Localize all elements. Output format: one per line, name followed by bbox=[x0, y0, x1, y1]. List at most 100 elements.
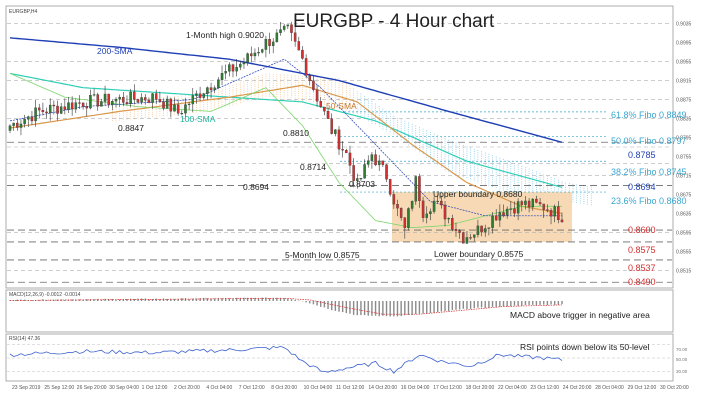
chart-title: EURGBP - 4 Hour chart bbox=[293, 11, 495, 32]
candle-body bbox=[557, 206, 560, 221]
candle-body bbox=[169, 98, 173, 112]
candle-body bbox=[345, 150, 348, 154]
candle-body bbox=[89, 95, 92, 109]
candle-body bbox=[140, 97, 143, 103]
candle-body bbox=[447, 218, 450, 220]
candle-body bbox=[246, 53, 249, 63]
candle-body bbox=[184, 104, 187, 114]
macd-signal-line bbox=[10, 297, 563, 315]
candle-body bbox=[70, 102, 74, 110]
candle-body bbox=[546, 209, 549, 211]
candle-body bbox=[67, 102, 70, 110]
candle-body bbox=[443, 204, 447, 220]
candle-body bbox=[250, 53, 253, 57]
candle-body bbox=[370, 154, 374, 161]
time-tick-label: 22 Oct 04:00 bbox=[498, 385, 527, 391]
candle-body bbox=[315, 89, 319, 102]
candle-body bbox=[147, 100, 151, 103]
candle-body bbox=[410, 201, 414, 209]
candle-body bbox=[48, 104, 52, 114]
price-tick-label: 0.8955 bbox=[676, 60, 692, 66]
candle-body bbox=[224, 71, 227, 74]
time-tick-label: 11 Oct 12:00 bbox=[336, 385, 364, 391]
candle-body bbox=[352, 165, 355, 181]
macd-header: MACD(12,26,9) -0.0012 -0.0014 bbox=[9, 292, 81, 298]
time-tick-label: 25 Sep 12:00 bbox=[44, 385, 74, 391]
candle-body bbox=[458, 230, 461, 233]
level-label-0-8490: 0.8490 bbox=[628, 277, 656, 287]
candle-body bbox=[304, 58, 308, 76]
time-tick-label: 30 Sep 04:00 bbox=[109, 385, 139, 391]
candle-body bbox=[323, 106, 326, 112]
candle-body bbox=[392, 194, 396, 205]
candle-body bbox=[195, 93, 198, 96]
candle-body bbox=[202, 93, 205, 98]
candle-body bbox=[363, 164, 366, 179]
candle-body bbox=[451, 218, 454, 230]
candle-body bbox=[436, 200, 439, 202]
candle-body bbox=[173, 104, 176, 112]
candle-body bbox=[264, 38, 268, 50]
level-label-0-8600: 0.8600 bbox=[628, 225, 656, 235]
candle-body bbox=[531, 198, 535, 208]
price-tick-label: 0.8555 bbox=[676, 249, 692, 255]
fibo-label-61-8: 61.8% Fibo 0.8849 bbox=[611, 110, 687, 120]
annotation-100-sma: 100-SMA bbox=[180, 114, 216, 124]
candle-body bbox=[425, 213, 428, 218]
rsi-tick-70: 70.00 bbox=[676, 347, 688, 352]
time-tick-label: 18 Oct 20:00 bbox=[466, 385, 495, 391]
time-tick-label: 10 Oct 04:00 bbox=[304, 385, 333, 391]
time-tick-label: 16 Oct 04:00 bbox=[401, 385, 430, 391]
candle-body bbox=[290, 24, 293, 33]
candle-body bbox=[319, 101, 322, 108]
annotation-month-high: 1-Month high 0.9020 bbox=[186, 30, 264, 40]
fibo-label-23-6: 23.6% Fibo 0.8680 bbox=[611, 196, 687, 206]
rsi-tick-30: 30.00 bbox=[676, 369, 688, 374]
annotation-0-8810: 0.8810 bbox=[283, 128, 309, 138]
annotation-macd: MACD above trigger in negative area bbox=[510, 310, 650, 320]
candle-body bbox=[414, 176, 418, 202]
rsi-panel-frame bbox=[5, 333, 674, 382]
candle-body bbox=[59, 106, 63, 114]
annotation-0-8694: 0.8694 bbox=[243, 182, 269, 192]
level-label-0-8537: 0.8537 bbox=[628, 263, 656, 273]
candle-body bbox=[542, 203, 545, 210]
candle-body bbox=[524, 200, 527, 205]
time-tick-label: 28 Oct 04:00 bbox=[595, 385, 624, 391]
candle-body bbox=[45, 111, 48, 114]
candle-body bbox=[37, 107, 41, 111]
price-tick-label: 0.8795 bbox=[676, 136, 692, 142]
candle-body bbox=[180, 113, 184, 115]
candle-body bbox=[271, 41, 275, 47]
candle-body bbox=[257, 52, 260, 54]
time-tick-label: 30 Oct 20:00 bbox=[660, 385, 689, 391]
candle-body bbox=[74, 102, 78, 110]
candle-body bbox=[253, 52, 257, 57]
annotation-lower-boundary: Lower boundary 0.8575 bbox=[434, 249, 524, 259]
candle-body bbox=[560, 219, 564, 223]
sma-200-line bbox=[9, 37, 563, 143]
candle-body bbox=[421, 200, 425, 218]
price-tick-label: 0.8995 bbox=[676, 41, 692, 47]
candle-body bbox=[454, 229, 458, 231]
candle-body bbox=[114, 98, 118, 102]
candle-body bbox=[206, 87, 209, 94]
candle-body bbox=[396, 204, 399, 209]
candle-body bbox=[92, 94, 96, 96]
time-tick-label: 8 Oct 20:00 bbox=[271, 385, 297, 391]
candle-body bbox=[213, 87, 216, 91]
candle-body bbox=[432, 200, 436, 212]
candle-body bbox=[462, 232, 465, 244]
price-tick-label: 0.8595 bbox=[676, 230, 692, 236]
price-tick-label: 0.8835 bbox=[676, 117, 692, 123]
candle-body bbox=[63, 106, 67, 110]
price-tick-label: 0.8875 bbox=[676, 98, 692, 104]
candle-body bbox=[359, 178, 363, 180]
candle-body bbox=[377, 160, 381, 166]
candle-body bbox=[16, 122, 19, 128]
candle-body bbox=[381, 160, 385, 165]
rsi-tick-50: 50.00 bbox=[676, 357, 688, 362]
candle-body bbox=[374, 154, 377, 166]
symbol-header: EURGBP,H4 bbox=[9, 9, 37, 15]
candle-body bbox=[8, 125, 12, 131]
